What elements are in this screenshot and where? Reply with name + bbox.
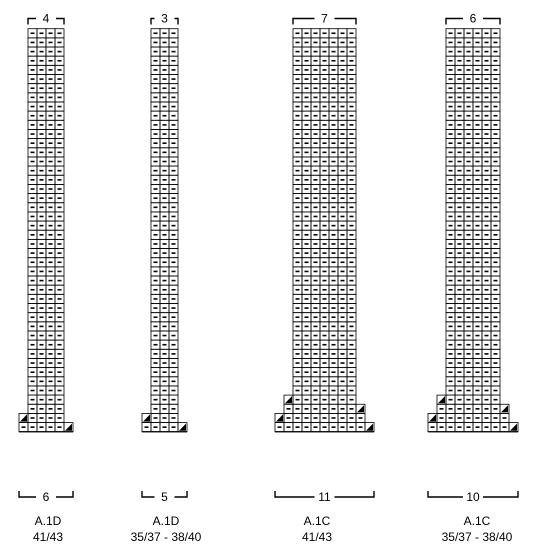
bracket-line (56, 17, 65, 25)
bottom-stitch-count: 10 (466, 490, 480, 504)
chart-size: 41/43 (32, 530, 64, 544)
top-stitch-count: 3 (161, 12, 168, 26)
bracket-line (334, 17, 357, 25)
increase-cell (18, 413, 29, 423)
increase-cell (283, 394, 294, 405)
increase-symbol (65, 423, 72, 431)
increase-symbol (501, 405, 508, 413)
increase-symbol (357, 405, 364, 413)
bracket-line (483, 17, 501, 25)
chart-name: A.1C (303, 514, 331, 528)
chart-a1d-41-43: 4 6 (18, 12, 74, 504)
increase-symbol (438, 396, 445, 404)
increase-cell (141, 413, 152, 423)
bracket-line (427, 491, 463, 498)
increase-cell (274, 413, 285, 423)
top-stitch-count: 7 (321, 12, 328, 26)
bracket-line (141, 491, 155, 498)
increase-cell (436, 394, 447, 405)
chart-name: A.1D (34, 514, 62, 528)
bottom-stitch-count: 11 (318, 490, 331, 504)
increase-cell (355, 403, 366, 414)
increase-cell (499, 403, 510, 414)
increase-symbol (143, 414, 150, 422)
increase-cell (427, 413, 438, 423)
increase-symbol (179, 423, 186, 431)
chart-name: A.1D (152, 514, 180, 528)
chart-size: 35/37 - 38/40 (441, 530, 513, 544)
increase-symbol (366, 423, 373, 431)
top-stitch-count: 6 (470, 12, 477, 26)
bracket-line (56, 491, 74, 498)
bracket-line (150, 17, 155, 25)
increase-symbol (276, 414, 283, 422)
bracket-line (27, 17, 36, 25)
top-stitch-count: 4 (43, 12, 50, 26)
bracket-line (445, 17, 463, 25)
bracket-line (174, 17, 179, 25)
chart-a1c-35-37-38-40: 6 10 (427, 12, 519, 504)
bracket-line (174, 491, 188, 498)
chart-size: 41/43 (301, 530, 333, 544)
bottom-stitch-count: 6 (43, 490, 50, 504)
chart-a1c-41-43: 7 11 (274, 12, 375, 504)
increase-symbol (20, 414, 27, 422)
bracket-line (334, 491, 375, 498)
bracket-line (274, 491, 315, 498)
bracket-line (292, 17, 315, 25)
chart-size: 35/37 - 38/40 (130, 530, 202, 544)
increase-symbol (510, 423, 517, 431)
bracket-line (18, 491, 36, 498)
increase-symbol (429, 414, 436, 422)
chart-a1d-35-37-38-40: 3 5 (141, 12, 188, 504)
bracket-line (483, 491, 519, 498)
bottom-stitch-count: 5 (161, 490, 168, 504)
chart-name: A.1C (463, 514, 491, 528)
increase-symbol (285, 396, 292, 404)
